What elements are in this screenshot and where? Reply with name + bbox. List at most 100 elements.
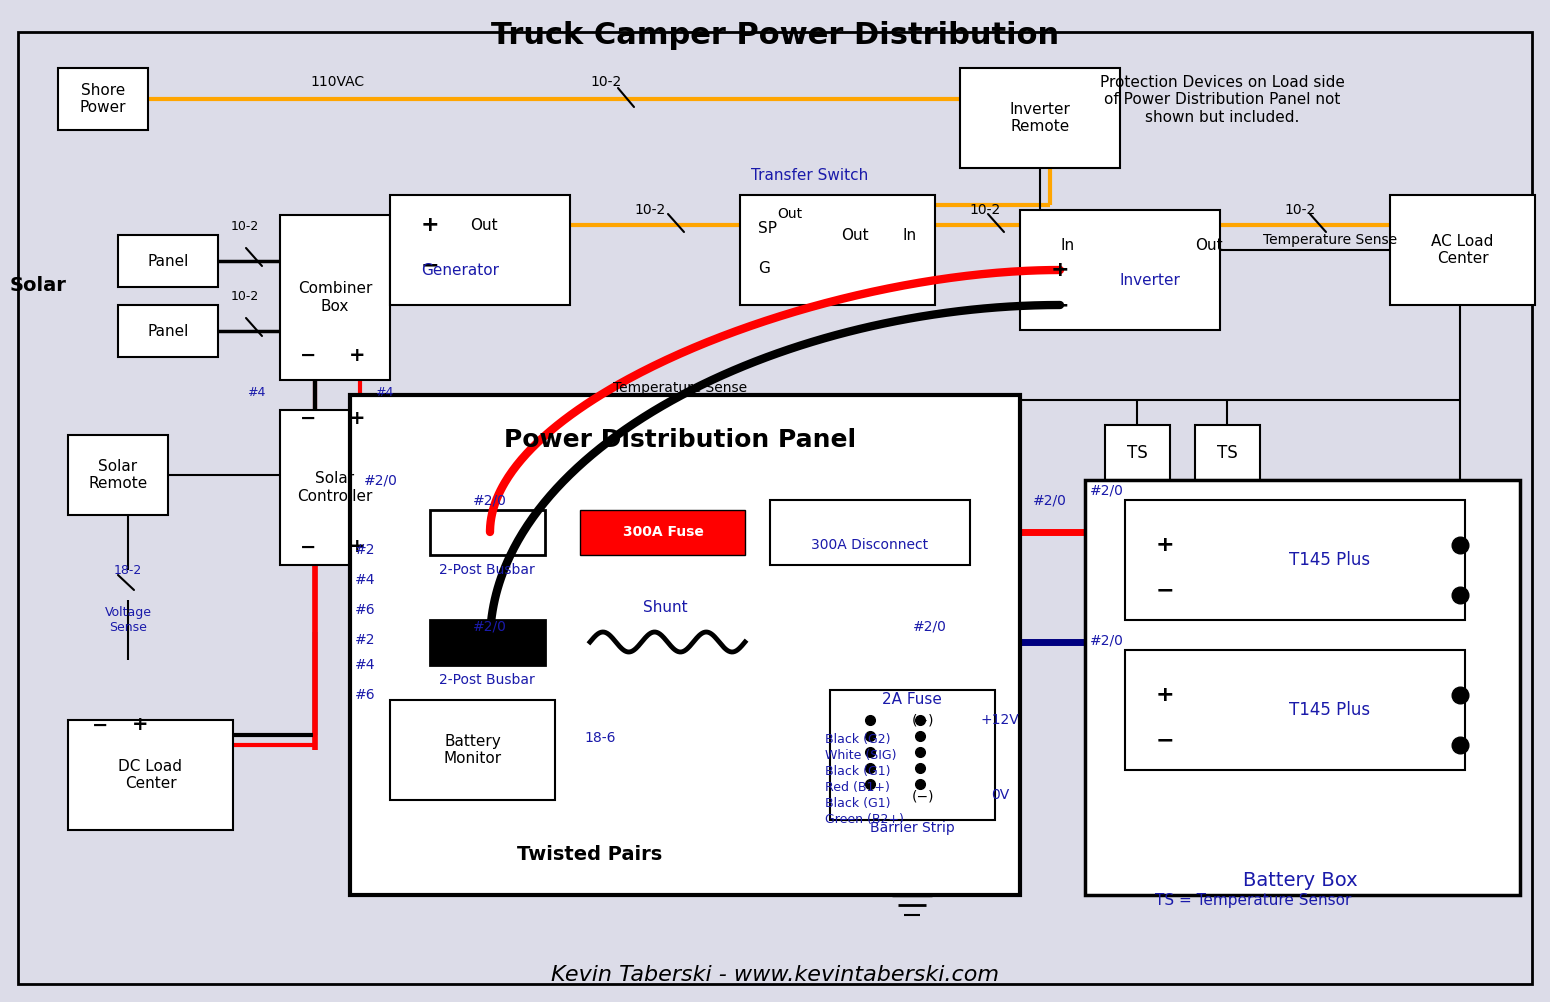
Text: Black (G1): Black (G1): [825, 766, 891, 779]
Text: +: +: [132, 715, 149, 734]
Text: SP: SP: [758, 220, 777, 235]
Text: Out: Out: [778, 207, 803, 221]
Text: TS: TS: [1127, 444, 1149, 462]
FancyBboxPatch shape: [1195, 425, 1260, 480]
Text: #6: #6: [355, 603, 375, 617]
Text: #4: #4: [375, 386, 394, 399]
Text: +: +: [420, 215, 439, 235]
Text: Power Distribution Panel: Power Distribution Panel: [504, 428, 856, 452]
Text: 2A Fuse: 2A Fuse: [882, 692, 942, 707]
FancyBboxPatch shape: [959, 68, 1121, 168]
Text: 18-6: 18-6: [584, 731, 615, 745]
Text: AC Load
Center: AC Load Center: [1431, 233, 1494, 267]
Text: Panel: Panel: [147, 324, 189, 339]
Text: T145 Plus: T145 Plus: [1290, 551, 1370, 569]
Text: Panel: Panel: [147, 254, 189, 269]
Text: Temperature Sense: Temperature Sense: [612, 381, 747, 395]
Text: (+): (+): [911, 713, 935, 727]
Text: 2-Post Busbar: 2-Post Busbar: [439, 563, 535, 577]
FancyBboxPatch shape: [118, 235, 219, 287]
Text: Solar: Solar: [9, 276, 67, 295]
Text: TS = Temperature Sensor: TS = Temperature Sensor: [1155, 893, 1352, 908]
Text: #4: #4: [355, 573, 375, 587]
Text: Inverter: Inverter: [1119, 273, 1181, 288]
FancyBboxPatch shape: [829, 690, 995, 820]
Text: G: G: [758, 261, 770, 276]
Text: #2/0: #2/0: [473, 493, 507, 507]
FancyBboxPatch shape: [429, 620, 546, 665]
FancyBboxPatch shape: [281, 410, 391, 565]
Text: Out: Out: [1195, 237, 1223, 253]
Text: #2/0: #2/0: [1032, 493, 1066, 507]
Text: Shunt: Shunt: [643, 599, 687, 614]
FancyBboxPatch shape: [1105, 425, 1170, 480]
Text: 0V: 0V: [990, 788, 1009, 802]
Text: (−): (−): [911, 789, 935, 803]
Text: Kevin Taberski - www.kevintaberski.com: Kevin Taberski - www.kevintaberski.com: [550, 965, 1000, 985]
Text: 10-2: 10-2: [969, 203, 1001, 217]
Text: #2: #2: [355, 543, 375, 557]
Text: #2: #2: [355, 633, 375, 647]
Text: +: +: [349, 409, 366, 428]
Text: −: −: [299, 409, 316, 428]
Text: Shore
Power: Shore Power: [79, 83, 126, 115]
Text: 10-2: 10-2: [1285, 203, 1316, 217]
Text: +: +: [349, 537, 366, 556]
Text: #4: #4: [246, 386, 265, 399]
Text: White (SIG): White (SIG): [825, 749, 896, 763]
FancyBboxPatch shape: [57, 68, 147, 130]
FancyBboxPatch shape: [770, 500, 970, 565]
Text: DC Load
Center: DC Load Center: [118, 759, 183, 792]
Text: Temperature Sense: Temperature Sense: [1263, 233, 1397, 247]
Text: Generator: Generator: [422, 263, 499, 278]
Text: Combiner
Box: Combiner Box: [298, 282, 372, 314]
FancyBboxPatch shape: [118, 305, 219, 357]
Text: +: +: [1051, 260, 1070, 280]
Text: T145 Plus: T145 Plus: [1290, 701, 1370, 719]
Text: +12V: +12V: [981, 713, 1020, 727]
Text: Barrier Strip: Barrier Strip: [870, 821, 955, 835]
Text: Solar
Controller: Solar Controller: [298, 471, 372, 504]
Text: Inverter
Remote: Inverter Remote: [1009, 102, 1071, 134]
Text: 110VAC: 110VAC: [310, 75, 364, 89]
Text: −: −: [420, 255, 439, 275]
Text: Solar
Remote: Solar Remote: [88, 459, 147, 491]
Text: #6: #6: [355, 688, 375, 702]
Text: Truck Camper Power Distribution: Truck Camper Power Distribution: [491, 20, 1059, 49]
FancyBboxPatch shape: [739, 195, 935, 305]
Text: #2/0: #2/0: [1090, 483, 1124, 497]
Text: #2/0: #2/0: [364, 473, 398, 487]
Text: Red (B1+): Red (B1+): [825, 782, 890, 795]
Text: #2/0: #2/0: [913, 620, 947, 634]
Text: +: +: [349, 346, 366, 365]
Text: Battery
Monitor: Battery Monitor: [443, 733, 502, 767]
FancyBboxPatch shape: [580, 510, 746, 555]
Text: Out: Out: [842, 227, 870, 242]
FancyBboxPatch shape: [1125, 500, 1465, 620]
FancyBboxPatch shape: [68, 720, 232, 830]
Text: 10-2: 10-2: [634, 203, 665, 217]
Text: Twisted Pairs: Twisted Pairs: [518, 846, 663, 865]
Text: Battery Box: Battery Box: [1243, 871, 1358, 890]
Text: #2/0: #2/0: [1090, 633, 1124, 647]
Text: Protection Devices on Load side
of Power Distribution Panel not
shown but includ: Protection Devices on Load side of Power…: [1100, 75, 1345, 125]
Text: Transfer Switch: Transfer Switch: [752, 167, 868, 182]
Text: 10-2: 10-2: [591, 75, 622, 89]
Text: 18-2: 18-2: [113, 563, 143, 576]
FancyBboxPatch shape: [281, 215, 391, 380]
Text: 10-2: 10-2: [231, 290, 259, 303]
Text: −: −: [1156, 730, 1175, 750]
FancyBboxPatch shape: [1125, 650, 1465, 770]
Text: 300A Disconnect: 300A Disconnect: [812, 538, 928, 552]
Text: +: +: [1156, 535, 1175, 555]
Text: −: −: [91, 715, 108, 734]
Text: −: −: [299, 346, 316, 365]
Text: +: +: [1156, 685, 1175, 705]
Text: In: In: [1060, 237, 1074, 253]
Text: Voltage
Sense: Voltage Sense: [104, 606, 152, 634]
Text: 300A Fuse: 300A Fuse: [623, 525, 704, 539]
Text: Black (G1): Black (G1): [825, 798, 891, 811]
Text: −: −: [299, 537, 316, 556]
Text: Green (B2+): Green (B2+): [825, 814, 904, 827]
Text: 10-2: 10-2: [231, 219, 259, 232]
